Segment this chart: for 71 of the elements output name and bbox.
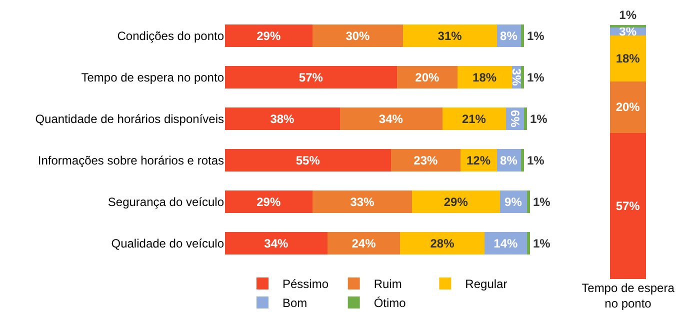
- data-label: 29%: [256, 194, 281, 209]
- legend-label: Regular: [465, 277, 508, 292]
- bar: [610, 132, 646, 279]
- data-label: 29%: [256, 28, 281, 43]
- legend-label: Ótimo: [374, 296, 406, 310]
- data-label: 1%: [533, 236, 551, 250]
- bar: [520, 66, 524, 89]
- data-label: 12%: [466, 153, 491, 168]
- bar: [610, 25, 646, 28]
- bar: [225, 148, 392, 172]
- y-tick-label: Qualidade do veículo: [111, 236, 224, 250]
- bar: [225, 232, 328, 255]
- data-label: 31%: [438, 28, 462, 43]
- legend-label: Bom: [282, 296, 308, 310]
- data-label: 1%: [619, 8, 637, 22]
- data-label: 1%: [526, 70, 545, 84]
- data-label: 55%: [296, 153, 320, 168]
- bar: [412, 190, 500, 214]
- legend-label: Ruim: [374, 277, 402, 292]
- data-label: 23%: [414, 153, 438, 168]
- data-label: 18%: [472, 70, 497, 84]
- data-label: 29%: [444, 194, 468, 209]
- bar: [225, 107, 340, 130]
- data-label: 20%: [616, 100, 640, 114]
- data-label: 57%: [616, 198, 640, 213]
- data-label: 57%: [298, 70, 324, 84]
- data-label: 1%: [526, 153, 545, 168]
- data-label: 28%: [430, 236, 455, 250]
- y-tick-label: Segurança do veículo: [108, 194, 224, 209]
- bar: [225, 66, 398, 89]
- data-label: 30%: [346, 28, 370, 43]
- bar: [225, 24, 313, 48]
- bar: [520, 148, 524, 172]
- y-tick-label: Quantidade de horários disponíveis: [35, 112, 224, 126]
- data-label: 3%: [509, 68, 524, 86]
- data-label: 33%: [350, 194, 375, 209]
- bar: [225, 190, 313, 214]
- data-label: 38%: [270, 112, 295, 126]
- bar: [526, 190, 530, 214]
- data-label: 3%: [619, 24, 637, 38]
- bar: [524, 107, 527, 130]
- y-tick-label: Tempo de espera no ponto: [81, 70, 224, 84]
- data-label: 8%: [500, 153, 518, 168]
- bar: [520, 24, 524, 48]
- bar: [340, 107, 442, 130]
- data-label: 34%: [264, 236, 289, 250]
- y-tick-label: Condições do ponto: [117, 28, 224, 43]
- bar: [610, 35, 646, 82]
- bar: [610, 81, 646, 133]
- bar: [526, 232, 530, 255]
- data-label: 24%: [352, 236, 376, 250]
- bar: [328, 232, 400, 255]
- data-label: 20%: [415, 70, 440, 84]
- data-label: 21%: [462, 112, 486, 126]
- bar: [312, 190, 412, 214]
- legend-label: Péssimo: [282, 277, 329, 292]
- bar: [442, 107, 506, 130]
- data-label: 18%: [616, 51, 640, 66]
- bar: [403, 24, 497, 48]
- data-label: 1%: [530, 112, 548, 126]
- bar: [391, 148, 461, 172]
- data-label: 34%: [378, 112, 404, 126]
- data-label: 9%: [504, 194, 522, 209]
- y-tick-label: Informações sobre horários e rotas: [38, 153, 224, 168]
- bar: [312, 24, 404, 48]
- data-label: 14%: [494, 236, 518, 250]
- data-label: 6%: [508, 110, 522, 128]
- data-label: 1%: [526, 28, 545, 43]
- data-label: 8%: [500, 28, 518, 43]
- bar: [400, 232, 485, 255]
- data-label: 1%: [533, 194, 551, 209]
